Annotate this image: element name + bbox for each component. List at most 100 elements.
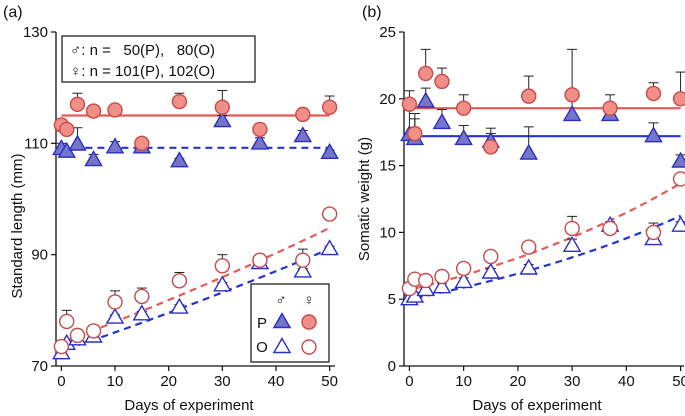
panel-b-o-female-point — [672, 171, 685, 187]
panel-a-o-female-point — [171, 273, 188, 289]
panel-a-p-male-point — [170, 151, 189, 168]
panel-b-p-male-point — [562, 104, 582, 122]
legend-markers — [272, 312, 317, 355]
panel-b-p-female-point — [483, 139, 499, 155]
panel-b-label: (b) — [362, 4, 382, 21]
panel-b-o-female-point — [564, 220, 580, 237]
legend-male-symbol: ♂ — [275, 292, 286, 309]
panel-a-o-male-point — [213, 275, 232, 292]
panel-b-p-female-point — [417, 65, 434, 82]
legend-o-female-marker — [301, 339, 317, 355]
panel-b-o-female-point — [483, 248, 499, 265]
panel-a: (a) Standard length (mm) Days of experim… — [3, 4, 339, 414]
legend-o-male-marker — [272, 337, 292, 354]
panel-a-o-female-point — [85, 323, 102, 339]
panel-b-y-tick-label: 15 — [379, 158, 396, 175]
panel-a-x-tick-label: 20 — [160, 373, 177, 390]
panel-b-x-tick-label: 10 — [455, 373, 472, 390]
panel-b-o-female-point — [602, 220, 618, 237]
panel-a-o-female-point — [53, 338, 70, 355]
panel-a-o-female-point — [321, 206, 338, 222]
panel-b-p-male-point — [519, 143, 539, 160]
panel-a-o-male-point — [293, 261, 313, 278]
panel-b-y-tick-label: 25 — [379, 24, 396, 41]
panel-b-o-male-point — [416, 279, 436, 297]
panel-b-p-male-point — [432, 112, 452, 130]
panel-b-o-male-point — [562, 235, 582, 253]
panel-b-o-female-fit — [403, 182, 682, 293]
panel-a-p-male-point — [213, 111, 232, 128]
panel-b-y-tick-label: 0 — [388, 358, 396, 375]
panel-a-y-axis-label: Standard length (mm) — [9, 153, 26, 298]
panel-b-o-male-point — [519, 258, 539, 275]
panel-b-p-male-point — [454, 128, 473, 146]
panel-a-p-female-point — [171, 93, 188, 110]
panel-b-p-female-point — [521, 88, 537, 104]
panel-a-plot-area: 70 90 110 130 0 10 20 30 40 50 — [23, 24, 339, 390]
panel-b-o-female-point — [645, 224, 662, 241]
panel-b-p-female-point — [564, 87, 580, 103]
panel-a-x-tick-label: 50 — [321, 373, 338, 390]
panel-a-p-female-point — [321, 99, 338, 115]
panel-b-p-male-point — [644, 126, 663, 143]
panel-a-y-tick-label: 110 — [24, 135, 48, 152]
panel-a-o-male-fit — [55, 247, 331, 354]
panel-b-x-tick-label: 0 — [405, 373, 413, 390]
legend-p-female-marker — [301, 314, 317, 330]
panel-b-o-female-point — [455, 260, 472, 277]
panel-b-y-tick-label: 10 — [379, 224, 396, 241]
legend-female-sample-size: ♀: n = 101(P), 102(O) — [70, 63, 215, 80]
panel-a-y-tick-label: 90 — [31, 247, 48, 264]
panel-a-o-female-point — [214, 258, 231, 274]
panel-b-plot-area: 0 5 10 15 20 25 0 10 20 30 40 50 — [379, 24, 685, 390]
panel-a-p-female-point — [214, 99, 231, 115]
panel-b-p-male-point — [416, 91, 436, 108]
panel-b-x-tick-label: 40 — [618, 373, 635, 390]
panel-b-p-female-point — [672, 91, 685, 107]
panel-b-o-female-point — [521, 239, 537, 255]
panel-b-y-tick-label: 5 — [388, 291, 396, 308]
panel-a-p-female-point — [107, 102, 123, 118]
panel-b-p-female-point — [407, 125, 423, 142]
panel-b-y-axis-label: Somatic weight (g) — [356, 137, 373, 261]
panel-a-p-female-point — [295, 106, 311, 123]
panel-a-p-male-point — [293, 126, 313, 143]
panel-a-y-tick-label: 70 — [31, 358, 48, 375]
panel-a-p-male-point — [105, 137, 125, 154]
panel-b-p-female-point — [602, 100, 618, 116]
panel-a-p-male-point — [250, 133, 270, 150]
panel-b-p-female-point — [434, 73, 450, 90]
panel-b-y-tick-label: 20 — [379, 91, 396, 108]
panel-a-o-female-point — [59, 313, 75, 330]
panel-a-o-male-point — [170, 297, 189, 314]
panel-b-o-female-point — [434, 268, 450, 285]
panel-a-x-tick-label: 10 — [107, 373, 124, 390]
panel-a-p-female-point — [69, 96, 86, 113]
panel-a-x-axis-label: Days of experiment — [124, 397, 254, 414]
panel-b-x-tick-label: 20 — [510, 373, 527, 390]
panel-a-p-female-point — [134, 135, 150, 152]
panel-a-o-male-point — [105, 307, 125, 324]
panel-a-o-female-point — [69, 327, 86, 344]
panel-a-o-female-point — [252, 252, 268, 268]
legend-p-male-marker — [272, 312, 292, 329]
panel-a-o-female-point — [134, 288, 150, 305]
panel-a-p-female-point — [85, 103, 102, 119]
panel-b-p-female-point — [401, 96, 418, 112]
panel-a-p-male-point — [68, 134, 87, 151]
panel-a-o-female-point — [107, 294, 123, 310]
panel-a-x-tick-label: 0 — [57, 373, 65, 390]
panel-a-x-tick-label: 30 — [214, 373, 231, 390]
legend-female-symbol: ♀ — [303, 292, 314, 309]
panel-b-o-female-point — [417, 272, 434, 289]
panel-a-sample-size-legend — [61, 35, 256, 83]
legend-male-sample-size: ♂: n = 50(P), 80(O) — [70, 42, 215, 59]
panel-a-o-male-point — [132, 304, 152, 321]
panel-b-o-male-point — [481, 262, 501, 279]
panel-b-x-axis-label: Days of experiment — [472, 397, 602, 414]
legend-row-o: O — [256, 339, 268, 356]
panel-a-p-male-point — [320, 142, 339, 160]
panel-a-o-male-point — [320, 239, 339, 256]
panel-b-o-male-point — [432, 277, 452, 294]
